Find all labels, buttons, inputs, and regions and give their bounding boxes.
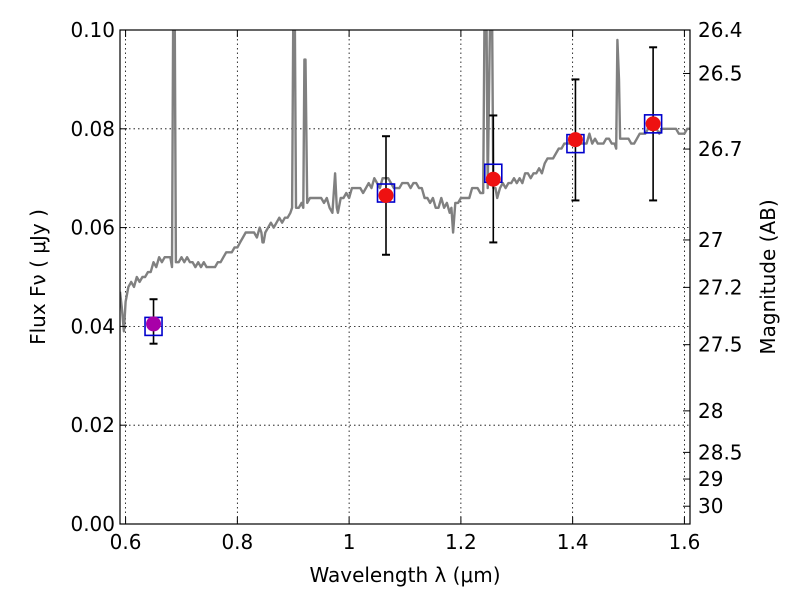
- data-point-marker: [567, 132, 583, 148]
- y2-tick-label: 27.2: [698, 275, 743, 299]
- x-axis-label: Wavelength λ (μm): [309, 563, 500, 587]
- y2-tick-label: 26.7: [698, 137, 743, 161]
- x-tick-label: 0.8: [221, 530, 253, 554]
- x-tick-label: 1.2: [445, 530, 477, 554]
- model-spectrum: [120, 30, 690, 333]
- x-axis-ticks: 0.6 0.8 1 1.2 1.4 1.6: [110, 30, 701, 554]
- y-tick-label: 0.02: [70, 413, 115, 437]
- x-tick-label: 1: [343, 530, 356, 554]
- y-tick-label: 0.00: [70, 512, 115, 536]
- model-square-marker: [643, 114, 663, 134]
- data-point-marker: [146, 316, 162, 332]
- data-point-marker: [485, 171, 501, 187]
- data-point-marker: [645, 116, 661, 132]
- y2-tick-label: 29: [698, 467, 723, 491]
- y2-axis-ticks: 26.4 26.5 26.7 27 27.2 27.5 28 28.5 29 30: [683, 18, 743, 518]
- y-tick-label: 0.10: [70, 18, 115, 42]
- y-axis-label: Flux Fν ( μJy ): [26, 209, 50, 345]
- x-tick-label: 0.6: [110, 530, 142, 554]
- y-axis-ticks: 0.00 0.02 0.04 0.06 0.08 0.10: [70, 18, 127, 536]
- y-tick-label: 0.06: [70, 216, 115, 240]
- y2-tick-label: 28.5: [698, 440, 743, 464]
- y2-tick-label: 26.4: [698, 18, 743, 42]
- plot-frame: [119, 29, 691, 525]
- x-tick-label: 1.6: [669, 530, 701, 554]
- grid-lines: [120, 30, 690, 524]
- y-tick-label: 0.08: [70, 117, 115, 141]
- y2-tick-label: 28: [698, 399, 723, 423]
- y-tick-label: 0.04: [70, 314, 115, 338]
- y2-tick-label: 27.5: [698, 333, 743, 357]
- y2-tick-label: 27: [698, 228, 723, 252]
- y2-tick-label: 30: [698, 494, 723, 518]
- plot-background: [120, 30, 690, 524]
- spectrum-line: [120, 30, 690, 333]
- y2-axis-label: Magnitude (AB): [756, 199, 780, 354]
- y2-tick-label: 26.5: [698, 61, 743, 85]
- data-point-marker: [378, 187, 394, 203]
- observed-points: [146, 116, 661, 332]
- x-tick-label: 1.4: [557, 530, 589, 554]
